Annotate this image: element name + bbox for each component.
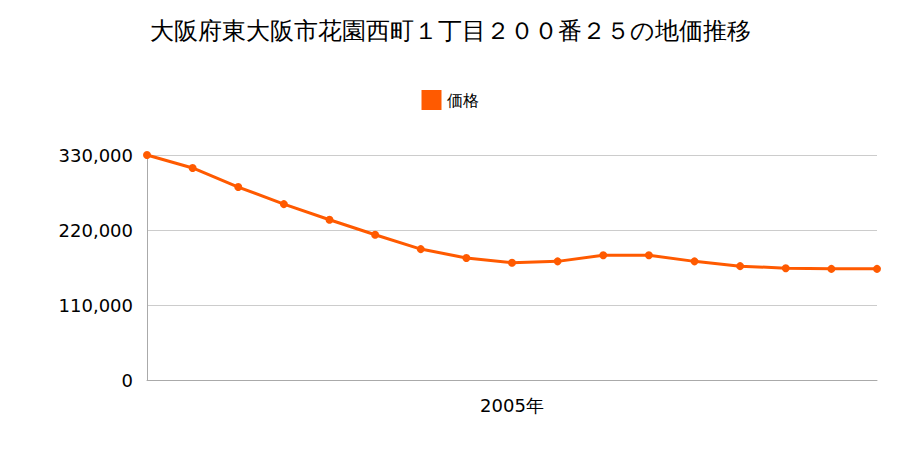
svg-text:330,000: 330,000 — [59, 145, 133, 166]
svg-text:0: 0 — [122, 370, 133, 391]
svg-text:110,000: 110,000 — [59, 295, 133, 316]
svg-text:大阪府東大阪市花園西町１丁目２００番２５の地価推移: 大阪府東大阪市花園西町１丁目２００番２５の地価推移 — [150, 17, 751, 45]
svg-text:2005年: 2005年 — [480, 395, 544, 416]
svg-text:220,000: 220,000 — [59, 220, 133, 241]
svg-text:価格: 価格 — [447, 91, 479, 110]
